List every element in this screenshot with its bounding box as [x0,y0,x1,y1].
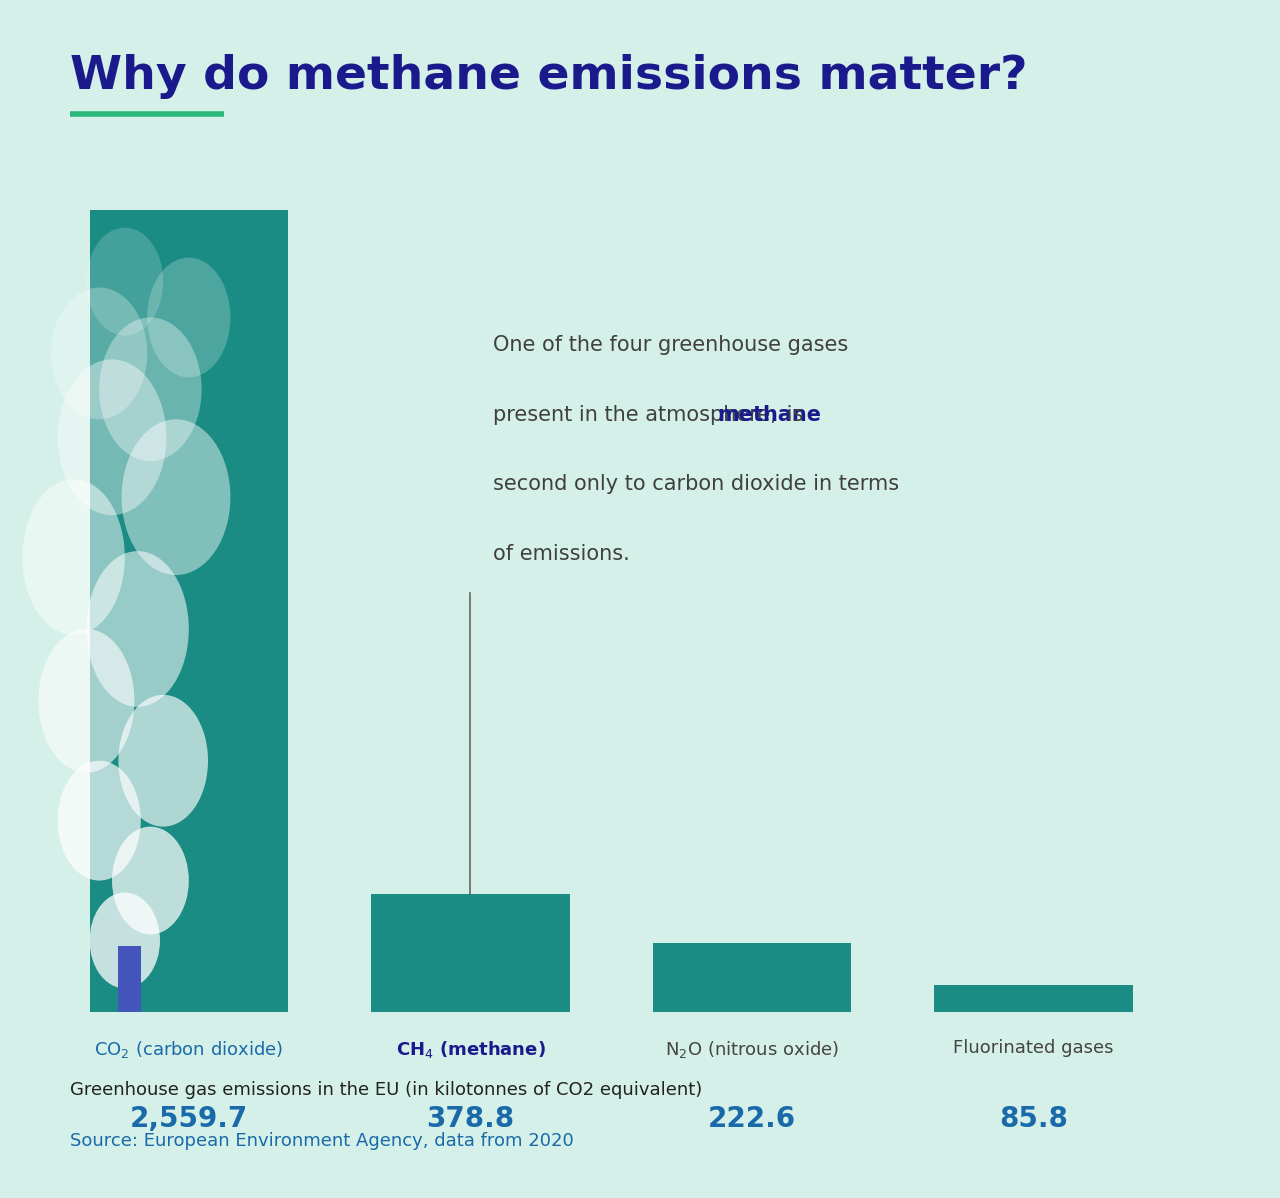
Ellipse shape [58,359,166,515]
Text: is: is [780,405,803,425]
Text: 378.8: 378.8 [426,1105,515,1132]
Text: 2,559.7: 2,559.7 [129,1105,248,1132]
Bar [934,986,1133,1012]
Text: N$_2$O (nitrous oxide): N$_2$O (nitrous oxide) [666,1039,838,1060]
Ellipse shape [90,893,160,988]
Ellipse shape [118,695,207,827]
Ellipse shape [113,827,189,934]
Ellipse shape [23,479,125,635]
Text: second only to carbon dioxide in terms: second only to carbon dioxide in terms [493,474,899,495]
Text: Source: European Environment Agency, data from 2020: Source: European Environment Agency, dat… [70,1132,575,1150]
Text: CO$_2$ (carbon dioxide): CO$_2$ (carbon dioxide) [95,1039,283,1060]
Ellipse shape [58,761,141,881]
Ellipse shape [38,629,134,773]
Bar [119,946,142,1012]
Ellipse shape [122,419,230,575]
Ellipse shape [87,228,164,335]
Text: 85.8: 85.8 [1000,1105,1068,1132]
Text: of emissions.: of emissions. [493,544,630,564]
Ellipse shape [100,317,202,461]
Text: One of the four greenhouse gases: One of the four greenhouse gases [493,335,849,356]
Bar [653,943,851,1012]
Text: Fluorinated gases: Fluorinated gases [954,1039,1114,1057]
Text: Why do methane emissions matter?: Why do methane emissions matter? [70,54,1028,99]
Ellipse shape [147,258,230,377]
Text: present in the atmosphere,: present in the atmosphere, [493,405,783,425]
Bar [90,210,288,1012]
Ellipse shape [51,288,147,419]
Text: CH$_4$ (methane): CH$_4$ (methane) [396,1039,545,1060]
Ellipse shape [87,551,189,707]
Text: 222.6: 222.6 [708,1105,796,1132]
Bar [371,894,570,1012]
Text: methane: methane [717,405,820,425]
Text: Greenhouse gas emissions in the EU (in kilotonnes of CO2 equivalent): Greenhouse gas emissions in the EU (in k… [70,1081,703,1099]
